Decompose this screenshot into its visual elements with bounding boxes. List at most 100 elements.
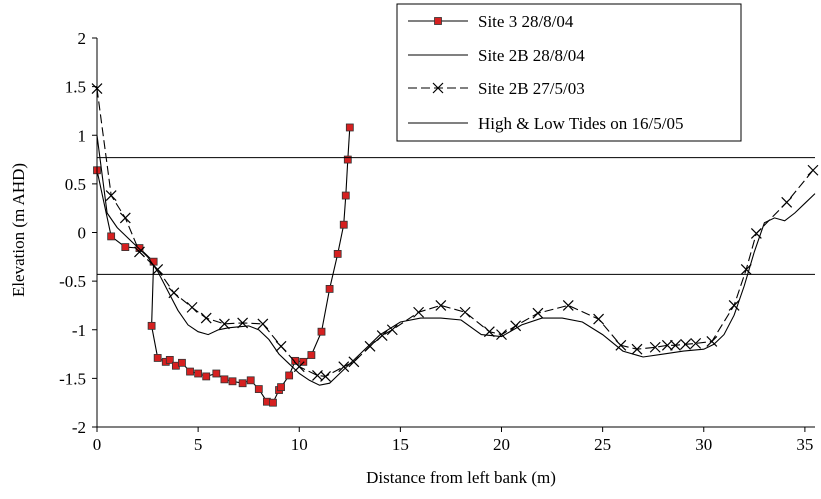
square-marker — [178, 358, 186, 367]
square-marker — [147, 321, 156, 330]
x-marker — [562, 300, 574, 311]
x-tick-label: 25 — [594, 435, 611, 454]
y-tick-label: 1 — [78, 126, 87, 145]
y-tick-label: -0.5 — [59, 272, 86, 291]
x-marker — [376, 330, 388, 342]
x-marker — [750, 228, 762, 239]
legend-label: Site 3 28/8/04 — [478, 12, 574, 31]
y-tick-label: 0.5 — [65, 175, 86, 194]
x-tick-label: 15 — [392, 435, 409, 454]
x-marker — [293, 361, 305, 373]
x-marker — [649, 341, 661, 353]
square-marker — [343, 155, 352, 164]
x-marker — [435, 300, 447, 311]
x-marker — [237, 317, 249, 329]
square-marker — [165, 355, 174, 364]
square-marker — [153, 354, 162, 362]
x-marker — [168, 287, 180, 299]
legend-label: High & Low Tides on 16/5/05 — [478, 114, 683, 133]
x-axis-label: Distance from left bank (m) — [366, 468, 556, 487]
x-marker — [690, 337, 702, 349]
x-tick-label: 10 — [291, 435, 308, 454]
square-marker — [107, 232, 116, 241]
x-marker — [338, 361, 350, 373]
x-marker — [200, 312, 212, 324]
square-marker — [121, 243, 130, 251]
plot-area — [91, 83, 819, 407]
x-tick-label: 0 — [93, 435, 102, 454]
x-marker — [459, 306, 471, 318]
square-marker — [220, 375, 229, 384]
x-marker — [496, 329, 507, 341]
x-marker — [275, 340, 287, 352]
x-marker — [364, 340, 376, 352]
x-marker — [257, 318, 269, 330]
x-marker — [348, 356, 360, 368]
x-marker — [680, 338, 691, 350]
x-marker — [386, 324, 398, 336]
x-marker — [218, 318, 230, 330]
x-marker — [670, 339, 681, 351]
square-marker — [212, 369, 221, 378]
x-marker — [432, 82, 444, 94]
legend-box — [396, 3, 742, 142]
square-marker — [317, 327, 326, 336]
square-marker — [339, 220, 348, 229]
x-marker — [152, 264, 164, 275]
x-ticks: 0 5 10 15 20 25 30 35 — [93, 427, 813, 454]
square-marker — [345, 123, 354, 132]
x-tick-label: 20 — [493, 435, 510, 454]
square-marker — [202, 372, 211, 381]
legend: Site 3 28/8/04 Site 2B 28/8/04 Site 2B 27/… — [396, 3, 742, 142]
x-marker — [781, 196, 793, 208]
square-marker — [277, 383, 285, 392]
x-tick-label: 35 — [796, 435, 813, 454]
square-marker — [186, 367, 194, 376]
x-marker — [532, 307, 544, 319]
square-marker — [333, 249, 342, 258]
square-marker — [434, 17, 442, 25]
x-marker — [631, 343, 643, 355]
series-line — [96, 135, 816, 386]
square-marker — [238, 379, 247, 388]
square-marker — [269, 398, 277, 407]
series-0 — [93, 123, 354, 407]
square-marker — [228, 377, 237, 386]
x-marker — [483, 326, 495, 338]
x-marker — [615, 339, 627, 351]
x-marker — [661, 339, 673, 351]
square-marker — [325, 285, 334, 293]
y-tick-label: -2 — [72, 418, 86, 437]
square-marker — [194, 369, 203, 378]
square-marker — [307, 351, 316, 359]
x-marker — [413, 306, 425, 318]
x-tick-label: 5 — [194, 435, 203, 454]
x-marker — [593, 313, 605, 325]
x-marker — [740, 264, 752, 275]
series-3 — [97, 157, 815, 275]
x-marker — [807, 164, 819, 176]
square-marker — [254, 385, 263, 393]
y-tick-label: 1.5 — [65, 78, 86, 97]
y-axis-label: Elevation (m AHD) — [9, 163, 28, 297]
x-marker — [320, 371, 331, 382]
y-tick-label: -1.5 — [59, 369, 86, 388]
square-marker — [285, 371, 294, 380]
legend-label: Site 2B 28/8/04 — [478, 46, 585, 65]
series-line — [96, 127, 351, 404]
series-1 — [96, 135, 816, 386]
x-marker — [119, 212, 131, 224]
y-tick-label: -1 — [72, 321, 86, 340]
series-2 — [91, 83, 819, 382]
x-marker — [706, 335, 718, 347]
x-marker — [186, 301, 198, 313]
square-marker — [291, 356, 300, 365]
x-marker — [105, 190, 117, 201]
y-tick-label: 2 — [78, 29, 87, 48]
square-marker — [341, 191, 350, 200]
x-marker — [510, 320, 522, 332]
legend-label: Site 2B 27/5/03 — [478, 79, 585, 98]
x-marker — [728, 300, 740, 311]
